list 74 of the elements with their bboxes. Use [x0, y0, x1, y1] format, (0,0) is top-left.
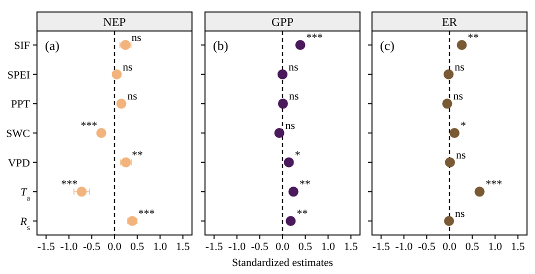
x-tick-label: -1.0	[228, 241, 246, 253]
x-tick-label: 1.0	[153, 241, 168, 253]
annotation: *	[460, 120, 466, 132]
annotation: ***	[80, 120, 98, 132]
y-tick-label: SPEI	[7, 69, 30, 82]
point	[450, 128, 460, 138]
annotation: ***	[61, 178, 78, 191]
x-tick-label: -1.5	[372, 241, 390, 253]
annotation: **	[132, 149, 143, 162]
annotation: *	[294, 149, 300, 162]
point	[96, 128, 106, 138]
point	[442, 98, 452, 109]
point	[112, 69, 122, 80]
annotation: ns	[288, 90, 299, 103]
annotation: **	[299, 178, 310, 191]
annotation: ns	[127, 90, 138, 103]
point	[288, 186, 298, 197]
x-tick-label: 1.0	[321, 241, 336, 253]
y-tick-label: VPD	[8, 157, 30, 170]
point	[278, 98, 288, 109]
point	[286, 216, 296, 226]
x-tick-label: 1.5	[344, 241, 358, 253]
x-tick-label: -0.5	[418, 241, 436, 253]
point	[76, 186, 87, 197]
x-tick-label: 0.0	[442, 241, 457, 253]
point	[274, 128, 284, 138]
point	[474, 186, 485, 197]
annotation: ns	[456, 149, 466, 162]
x-tick-label: 1.5	[511, 241, 526, 253]
y-tick-label: SWC	[6, 128, 30, 140]
point	[116, 98, 126, 109]
point	[278, 69, 288, 80]
y-tick-label: T$_{a}$	[20, 186, 31, 202]
chart-title: NEP	[103, 15, 126, 29]
annotation: ***	[138, 208, 155, 220]
y-tick-label: R$_{s}$	[19, 216, 30, 232]
annotation: ns	[131, 32, 142, 44]
x-tick-label: -1.0	[60, 241, 78, 253]
annotation: **	[296, 208, 308, 220]
point	[444, 157, 455, 168]
x-tick-label: 0.5	[130, 241, 145, 253]
annotation: (a)	[45, 38, 60, 53]
chart-title: ER	[442, 15, 458, 29]
annotation: ns	[285, 120, 296, 132]
y-tick-label: SIF	[14, 40, 30, 52]
y-tick-label: PPT	[11, 98, 30, 111]
x-tick-label: 0.0	[276, 241, 290, 253]
x-tick-label: 0.5	[298, 241, 313, 253]
point	[444, 69, 454, 80]
annotation: (c)	[380, 38, 394, 53]
annotation: ns	[122, 61, 133, 74]
x-tick-label: -0.5	[82, 241, 101, 253]
x-tick-label: 1.0	[488, 241, 502, 253]
x-tick-label: 0.5	[465, 241, 480, 253]
x-tick-label: 0.0	[108, 241, 122, 253]
annotation: ***	[306, 32, 323, 44]
annotation: ns	[455, 208, 465, 220]
x-tick-label: -0.5	[250, 241, 269, 253]
x-tick-label: 1.5	[176, 241, 190, 253]
x-tick-label: -1.0	[395, 241, 414, 253]
annotation: **	[468, 32, 479, 44]
annotation: ns	[454, 61, 464, 74]
chart-title: GPP	[271, 15, 294, 29]
x-tick-label: -1.5	[205, 241, 224, 253]
annotation: (b)	[213, 38, 228, 53]
annotation: ns	[288, 61, 298, 74]
point	[444, 216, 454, 226]
x-axis-title: Standardized estimates	[232, 257, 334, 269]
annotation: ns	[453, 90, 463, 103]
x-tick-label: -1.5	[37, 241, 56, 253]
annotation: ***	[486, 178, 502, 191]
point	[295, 40, 306, 50]
point	[284, 157, 294, 168]
point	[456, 40, 467, 50]
